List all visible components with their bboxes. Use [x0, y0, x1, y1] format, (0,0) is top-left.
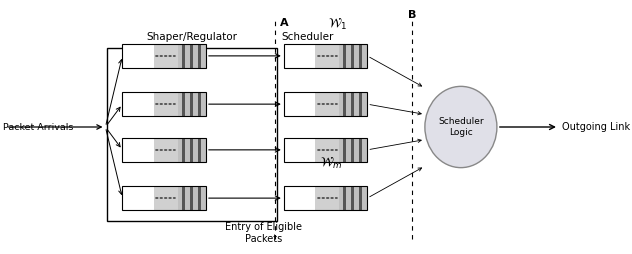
- Bar: [190, 44, 193, 68]
- Bar: [284, 138, 367, 162]
- Bar: [181, 44, 185, 68]
- Bar: [315, 44, 339, 68]
- Text: Outgoing Link: Outgoing Link: [562, 122, 630, 132]
- Bar: [178, 92, 206, 116]
- Bar: [284, 186, 315, 210]
- Bar: [123, 186, 154, 210]
- Bar: [198, 92, 201, 116]
- Bar: [351, 44, 354, 68]
- Bar: [339, 138, 367, 162]
- Bar: [284, 186, 367, 210]
- Bar: [351, 186, 354, 210]
- Bar: [343, 44, 346, 68]
- Bar: [339, 44, 367, 68]
- Bar: [190, 138, 193, 162]
- Bar: [198, 44, 201, 68]
- Bar: [123, 44, 206, 68]
- Bar: [190, 92, 193, 116]
- Bar: [198, 186, 201, 210]
- Text: $\mathcal{W}_1$: $\mathcal{W}_1$: [329, 17, 347, 31]
- Bar: [178, 138, 206, 162]
- Bar: [181, 92, 185, 116]
- Bar: [315, 92, 339, 116]
- Bar: [123, 186, 206, 210]
- Bar: [339, 92, 367, 116]
- Bar: [154, 44, 178, 68]
- Bar: [343, 186, 346, 210]
- Bar: [123, 138, 206, 162]
- Bar: [339, 186, 367, 210]
- Bar: [123, 92, 206, 116]
- Bar: [284, 44, 315, 68]
- Bar: [178, 186, 206, 210]
- Text: Shaper/Regulator: Shaper/Regulator: [146, 32, 237, 42]
- Bar: [284, 44, 367, 68]
- Bar: [284, 138, 315, 162]
- Bar: [315, 186, 339, 210]
- Bar: [359, 186, 362, 210]
- Bar: [198, 138, 201, 162]
- Bar: [190, 186, 193, 210]
- Text: Scheduler
Logic: Scheduler Logic: [438, 117, 483, 137]
- Ellipse shape: [425, 86, 497, 168]
- Bar: [154, 138, 178, 162]
- Bar: [107, 48, 277, 221]
- Bar: [181, 138, 185, 162]
- Bar: [343, 138, 346, 162]
- Text: $\mathcal{W}_m$: $\mathcal{W}_m$: [320, 156, 342, 171]
- Bar: [284, 92, 315, 116]
- Bar: [123, 138, 154, 162]
- Text: Scheduler: Scheduler: [281, 32, 334, 42]
- Bar: [123, 92, 154, 116]
- Bar: [154, 186, 178, 210]
- Bar: [181, 186, 185, 210]
- Bar: [351, 138, 354, 162]
- Text: Packet Arrivals: Packet Arrivals: [3, 122, 73, 132]
- Text: A: A: [280, 18, 289, 28]
- Bar: [343, 92, 346, 116]
- Bar: [178, 44, 206, 68]
- Bar: [351, 92, 354, 116]
- Bar: [359, 138, 362, 162]
- Bar: [284, 92, 367, 116]
- Bar: [154, 92, 178, 116]
- Text: Entry of Eligible
Packets: Entry of Eligible Packets: [226, 222, 302, 244]
- Bar: [359, 92, 362, 116]
- Text: B: B: [408, 10, 416, 20]
- Bar: [315, 138, 339, 162]
- Bar: [123, 44, 154, 68]
- Bar: [359, 44, 362, 68]
